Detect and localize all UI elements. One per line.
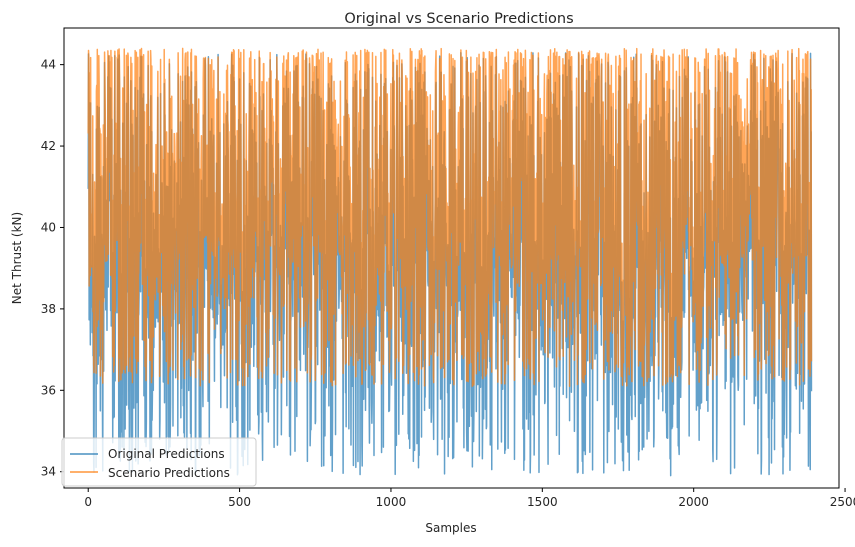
x-axis-label: Samples <box>425 521 476 535</box>
x-axis-ticks: 0 500 1000 1500 2000 2500 <box>84 488 855 509</box>
x-tick-label: 2000 <box>678 495 709 509</box>
x-tick-label: 0 <box>84 495 92 509</box>
legend-frame <box>61 437 257 487</box>
series-line-scenario <box>87 47 813 387</box>
legend-label-scenario: Scenario Predictions <box>108 466 230 480</box>
x-tick-label: 500 <box>228 495 251 509</box>
plot-frame <box>63 27 840 489</box>
y-tick-label: 40 <box>41 220 56 234</box>
x-tick-label: 1500 <box>527 495 558 509</box>
plot-area <box>63 27 855 489</box>
y-axis-label: Net Thrust (kN) <box>10 212 24 304</box>
y-tick-label: 34 <box>41 465 56 479</box>
series-layer <box>87 47 813 477</box>
y-axis-ticks: 34 36 38 40 42 44 <box>41 58 64 479</box>
y-tick-label: 36 <box>41 383 56 397</box>
chart-title: Original vs Scenario Predictions <box>344 11 573 27</box>
y-tick-label: 44 <box>41 58 56 72</box>
x-tick-label: 1000 <box>376 495 407 509</box>
y-tick-label: 38 <box>41 302 56 316</box>
x-tick-label: 2500 <box>830 495 855 509</box>
legend-label-original: Original Predictions <box>108 447 225 461</box>
y-tick-label: 42 <box>41 139 56 153</box>
legend: Original Predictions Scenario Prediction… <box>61 437 257 487</box>
